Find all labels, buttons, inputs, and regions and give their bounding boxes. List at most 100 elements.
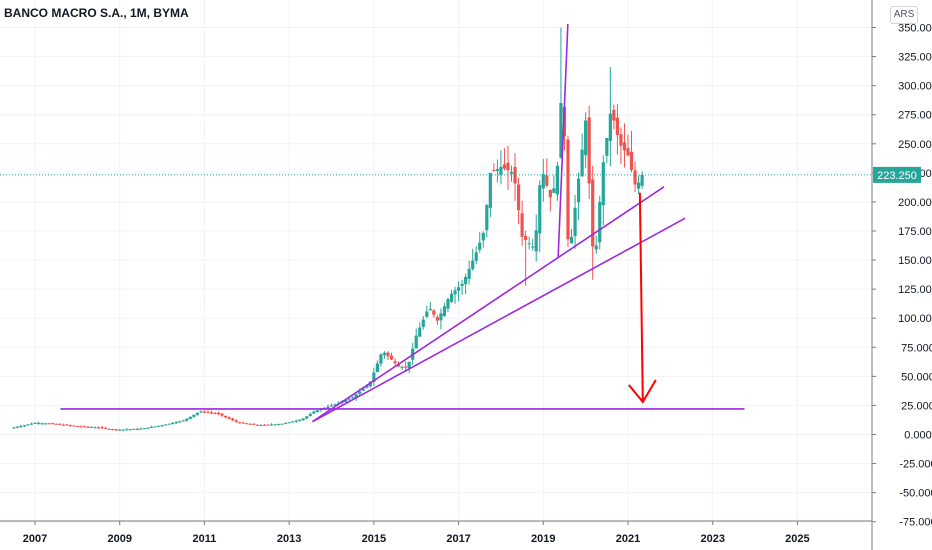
candle-body bbox=[61, 424, 65, 426]
candle-body bbox=[262, 424, 267, 426]
candle-body bbox=[72, 425, 76, 427]
candle-body bbox=[276, 424, 281, 426]
candle-body bbox=[146, 427, 150, 429]
y-tick-label: 175.000 bbox=[898, 226, 932, 238]
candle-body bbox=[612, 109, 616, 121]
candle-body bbox=[467, 268, 471, 279]
candle-body bbox=[305, 416, 309, 419]
candle-body bbox=[15, 426, 19, 428]
candle-body bbox=[231, 418, 235, 421]
candle-body bbox=[139, 428, 143, 430]
candle-body bbox=[375, 363, 379, 373]
y-tick-label: 275.000 bbox=[898, 110, 932, 122]
candle-body bbox=[238, 422, 242, 424]
candle-body bbox=[19, 425, 23, 428]
candle-body bbox=[421, 319, 425, 327]
candle-body bbox=[527, 243, 531, 245]
candle-body bbox=[464, 276, 468, 285]
candle-body bbox=[633, 170, 637, 185]
trendline-lower-trendline bbox=[312, 217, 686, 423]
candle-body bbox=[354, 394, 358, 398]
candle-body bbox=[552, 188, 556, 193]
candle-body bbox=[188, 416, 192, 419]
candle-body bbox=[185, 418, 189, 421]
candle-body bbox=[474, 252, 478, 261]
currency-badge[interactable]: ARS bbox=[890, 6, 918, 24]
candle-body bbox=[629, 151, 634, 170]
candle-body bbox=[51, 423, 55, 425]
y-tick-label: 250.000 bbox=[898, 139, 932, 151]
candle-body bbox=[118, 429, 122, 431]
candle-body bbox=[36, 423, 41, 425]
candle-body bbox=[33, 422, 37, 424]
candle-body bbox=[524, 235, 528, 241]
candle-body bbox=[506, 162, 510, 171]
candle-body bbox=[379, 354, 383, 364]
candle-body bbox=[125, 429, 129, 431]
candle-body bbox=[361, 388, 365, 391]
candle-body bbox=[174, 422, 178, 424]
candle-body bbox=[344, 400, 348, 402]
candle-body bbox=[58, 423, 62, 425]
candle-body bbox=[615, 117, 620, 136]
x-tick-label: 2025 bbox=[785, 533, 809, 545]
candle-body bbox=[587, 117, 591, 184]
candle-body bbox=[227, 417, 231, 419]
candle-body bbox=[96, 427, 101, 429]
candle-body bbox=[89, 426, 94, 428]
y-tick-label: 0.000 bbox=[904, 430, 932, 442]
candle-body bbox=[12, 427, 16, 429]
candle-body bbox=[619, 134, 623, 146]
y-tick-label: 50.000 bbox=[901, 371, 932, 383]
candle-body bbox=[442, 306, 447, 316]
candle-body bbox=[386, 352, 390, 357]
candle-body bbox=[294, 420, 298, 422]
candle-body bbox=[471, 260, 475, 270]
candle-body bbox=[541, 174, 545, 189]
candle-body bbox=[513, 166, 517, 184]
candle-body bbox=[428, 308, 432, 311]
candle-body bbox=[393, 361, 397, 363]
candle-body bbox=[195, 412, 199, 415]
candle-body bbox=[269, 424, 274, 426]
candle-body bbox=[626, 148, 630, 156]
candle-body bbox=[93, 427, 97, 429]
candle-body bbox=[26, 424, 30, 426]
candle-body bbox=[400, 367, 404, 369]
x-tick-label: 2023 bbox=[700, 533, 724, 545]
candle-body bbox=[382, 352, 387, 356]
candle-body bbox=[259, 425, 263, 427]
candle-body bbox=[538, 185, 542, 234]
candle-body bbox=[576, 178, 581, 203]
y-tick-label: 350.000 bbox=[898, 23, 932, 35]
symbol-title: BANCO MACRO S.A., 1M, BYMA bbox=[4, 6, 189, 20]
candle-body bbox=[103, 427, 108, 429]
candle-body bbox=[142, 428, 147, 430]
candle-body bbox=[534, 230, 538, 252]
candle-body bbox=[202, 411, 207, 413]
candle-body bbox=[220, 413, 224, 416]
candle-body bbox=[439, 313, 443, 321]
candle-body bbox=[456, 287, 461, 291]
candle-body bbox=[435, 317, 439, 321]
y-tick-label: 75.000 bbox=[901, 342, 932, 354]
candle-body bbox=[580, 149, 584, 177]
candle-body bbox=[509, 171, 514, 174]
candle-body bbox=[156, 425, 161, 427]
candle-body bbox=[414, 335, 418, 349]
candle-body bbox=[128, 429, 132, 431]
candle-body bbox=[432, 310, 436, 315]
trendlines[interactable] bbox=[0, 23, 872, 423]
candle-body bbox=[333, 404, 337, 406]
candle-body bbox=[407, 361, 411, 369]
candle-body bbox=[598, 201, 602, 243]
candle-body bbox=[566, 139, 570, 240]
candle-body bbox=[209, 412, 214, 414]
candle-body bbox=[149, 426, 154, 428]
candle-body bbox=[248, 423, 252, 425]
y-tick-label: -50.000 bbox=[899, 488, 932, 500]
candle-body bbox=[178, 421, 182, 423]
candle-body bbox=[213, 412, 217, 414]
